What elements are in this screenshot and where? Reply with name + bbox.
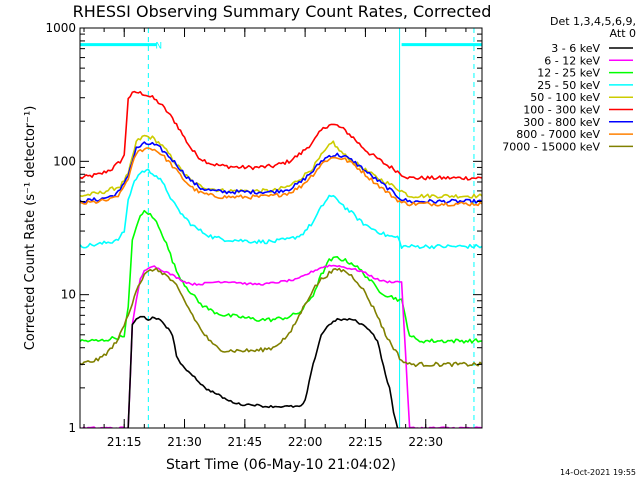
legend-label: 25 - 50 keV — [537, 79, 600, 92]
x-tick-label: 21:45 — [228, 435, 263, 449]
series-line-7 — [80, 147, 482, 207]
x-axis: 21:15 21:30 21:45 22:00 22:15 22:30 — [83, 28, 467, 449]
y-tick-label: 1 — [68, 421, 76, 435]
y-axis: 1 10 100 1000 — [45, 21, 482, 435]
y-tick-label: 1000 — [45, 21, 76, 35]
timestamp: 14-Oct-2021 19:55 — [560, 468, 636, 477]
x-tick-label: 22:30 — [408, 435, 443, 449]
legend-label: 7000 - 15000 keV — [502, 140, 600, 153]
x-axis-label: Start Time (06-May-10 21:04:02) — [166, 457, 396, 473]
legend-header-line: Det 1,3,4,5,6,9, — [550, 15, 636, 28]
x-tick-label: 22:00 — [288, 435, 323, 449]
y-tick-label: 100 — [53, 154, 76, 168]
x-tick-label: 21:30 — [167, 435, 202, 449]
legend-label: 50 - 100 keV — [530, 91, 600, 104]
x-tick-label: 21:15 — [107, 435, 142, 449]
legend-label: 800 - 7000 keV — [516, 128, 600, 141]
series-layer — [80, 90, 482, 428]
series-line-4 — [80, 134, 482, 199]
series-line-8 — [80, 267, 482, 368]
legend-label: 12 - 25 keV — [537, 67, 600, 80]
legend-header-line: Att 0 — [610, 27, 636, 40]
series-line-6 — [80, 141, 482, 205]
y-axis-label: Corrected Count Rate (s⁻¹ detector⁻¹) — [23, 106, 38, 351]
x-tick-label: 22:15 — [348, 435, 383, 449]
series-line-0 — [127, 315, 402, 428]
legend-label: 100 - 300 keV — [523, 104, 600, 117]
night-bar-label: N — [155, 42, 162, 52]
chart-title: RHESSI Observing Summary Count Rates, Co… — [73, 2, 492, 21]
legend-header: Det 1,3,4,5,6,9,Att 0 — [550, 15, 636, 40]
legend-label: 3 - 6 keV — [551, 42, 600, 55]
series-line-2 — [80, 209, 482, 344]
legend-label: 6 - 12 keV — [544, 54, 600, 67]
series-line-3 — [80, 168, 482, 250]
y-tick-label: 10 — [61, 288, 76, 302]
series-line-5 — [80, 90, 482, 181]
plot-annotations: N — [80, 28, 482, 428]
legend-label: 300 - 800 keV — [523, 116, 600, 129]
plot-frame — [79, 27, 483, 429]
